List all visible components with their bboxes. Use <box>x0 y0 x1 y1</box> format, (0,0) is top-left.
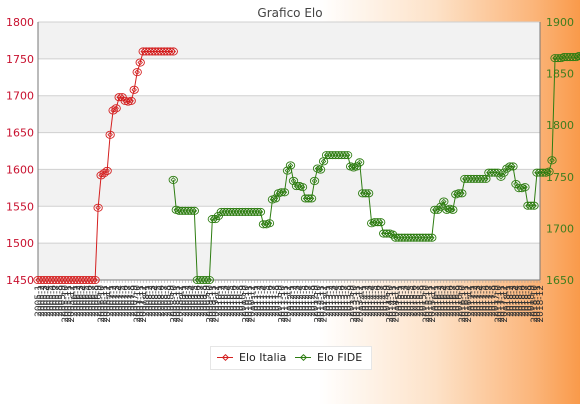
y-left-tick-label: 1800 <box>6 16 34 29</box>
plot-band <box>38 206 540 243</box>
legend: Elo Italia Elo FIDE <box>210 346 372 370</box>
y-right-tick-label: 1650 <box>546 274 574 287</box>
y-axis-left-labels: 1450 1500 1550 1600 1650 1700 1750 1800 <box>6 16 34 287</box>
legend-swatch-elo-italia <box>217 353 233 363</box>
legend-label-elo-italia: Elo Italia <box>239 351 286 364</box>
plot-band <box>38 59 540 96</box>
y-left-tick-label: 1500 <box>6 237 34 250</box>
plot-band <box>38 243 540 280</box>
y-left-tick-label: 1700 <box>6 90 34 103</box>
y-left-tick-label: 1750 <box>6 53 34 66</box>
y-left-tick-label: 1450 <box>6 274 34 287</box>
legend-swatch-elo-fide <box>295 353 311 363</box>
plot-band <box>38 133 540 170</box>
y-right-tick-label: 1700 <box>546 222 574 235</box>
legend-item-elo-fide[interactable]: Elo FIDE <box>295 351 362 364</box>
legend-item-elo-italia[interactable]: Elo Italia <box>217 351 286 364</box>
y-left-tick-label: 1600 <box>6 163 34 176</box>
y-right-tick-label: 1800 <box>546 119 574 132</box>
y-left-tick-label: 1650 <box>6 127 34 140</box>
y-right-tick-label: 1850 <box>546 68 574 81</box>
plot-background <box>38 22 540 280</box>
x-axis-labels: 2005-12005-22005-32005-42005-52005-62005… <box>34 280 546 323</box>
plot-band <box>38 22 540 59</box>
y-right-tick-label: 1900 <box>546 16 574 29</box>
y-left-tick-label: 1550 <box>6 200 34 213</box>
legend-label-elo-fide: Elo FIDE <box>317 351 362 364</box>
chart-title: Grafico Elo <box>257 6 322 20</box>
x-tick-label: 2018-12 <box>536 285 546 323</box>
